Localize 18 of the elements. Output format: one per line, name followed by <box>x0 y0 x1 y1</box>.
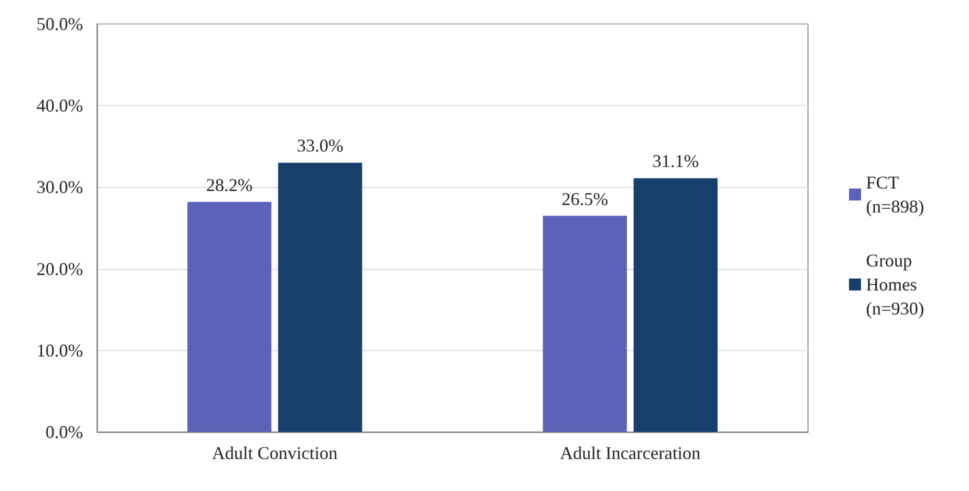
bar <box>542 216 627 432</box>
y-tick-label: 20.0% <box>36 258 83 279</box>
y-tick-label: 0.0% <box>46 422 83 442</box>
bar <box>278 162 362 432</box>
y-tick-label: 40.0% <box>36 96 83 116</box>
data-label: 33.0% <box>296 136 344 156</box>
bar <box>187 202 272 432</box>
x-tick-label: Adult Conviction <box>212 443 338 463</box>
data-label: 28.2% <box>206 174 253 195</box>
legend-label: FCT (n=898) <box>866 172 924 216</box>
y-tick-label: 30.0% <box>36 177 83 198</box>
data-label: 31.1% <box>652 151 699 172</box>
x-tick-label: Adult Incarceration <box>560 443 700 463</box>
bar <box>634 178 718 432</box>
y-tick-label: 50.0% <box>36 14 83 34</box>
data-label: 26.5% <box>562 188 608 209</box>
legend-label: Group Homes (n=930) <box>866 250 924 318</box>
y-tick-label: 10.0% <box>36 340 83 360</box>
